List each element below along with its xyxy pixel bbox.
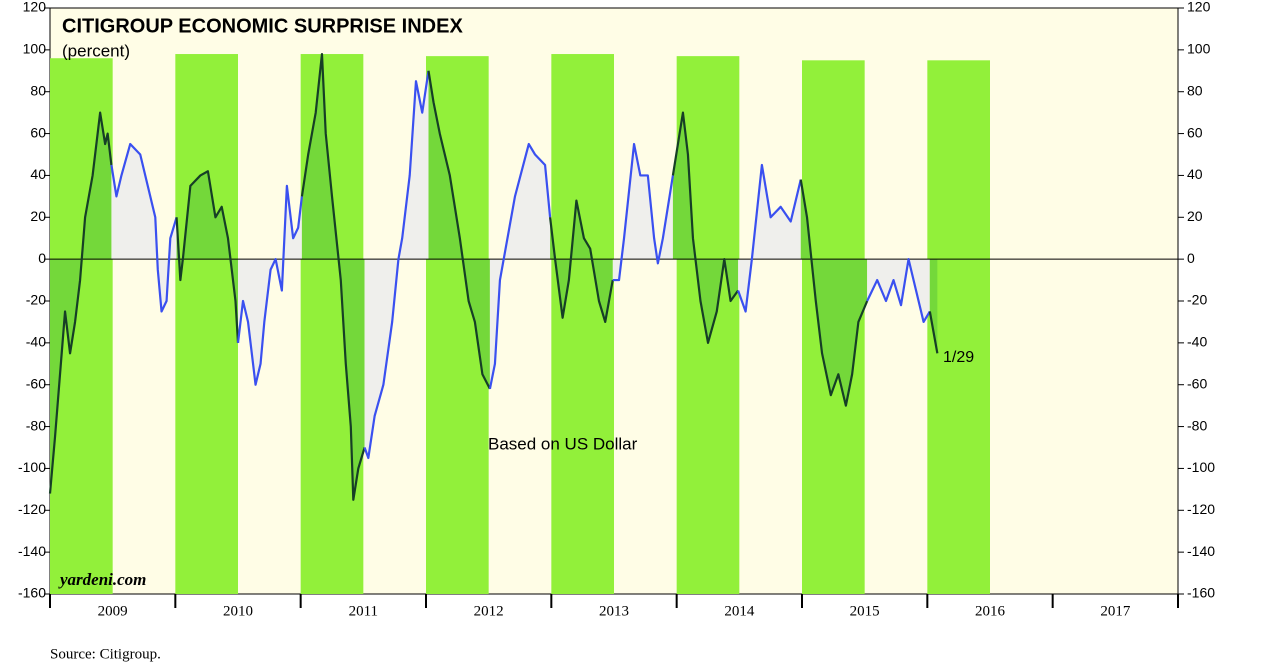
x-tick-label: 2014 [724,603,755,619]
index-line [737,163,802,313]
index-line [928,311,939,354]
y-tick-label: -60 [1187,375,1207,391]
season-band [927,60,990,595]
y-tick-label: 20 [30,208,46,224]
season-band [175,54,238,595]
chart-title: CITIGROUP ECONOMIC SURPRISE INDEX [62,15,463,37]
area-fill [612,144,673,281]
area-fill [50,112,112,494]
y-tick-label: 40 [30,166,46,182]
y-tick-label: 80 [1187,82,1203,98]
y-tick-label: -160 [18,585,46,601]
y-tick-label: -140 [1187,543,1215,559]
annotation: Based on US Dollar [488,434,638,453]
y-tick-label: -120 [1187,501,1215,517]
area-fill [738,164,801,312]
x-tick-label: 2013 [599,603,629,619]
y-tick-label: 40 [1187,166,1203,182]
x-tick-label: 2015 [850,603,880,619]
season-band [551,54,614,595]
y-tick-label: -100 [18,459,46,475]
y-tick-label: 20 [1187,208,1203,224]
x-tick-label: 2011 [349,603,378,619]
y-tick-label: 60 [30,124,46,140]
y-tick-label: -20 [1187,292,1207,308]
index-line [236,184,304,386]
area-fill [867,259,930,322]
area-fill [111,144,177,312]
watermark: yardeni.com [58,570,146,589]
x-tick-label: 2017 [1100,603,1131,619]
y-tick-label: 80 [30,82,46,98]
y-tick-label: -20 [26,292,46,308]
chart-subtitle: (percent) [62,41,130,60]
x-tick-label: 2016 [975,603,1006,619]
index-line [300,52,366,501]
y-tick-label: -160 [1187,585,1215,601]
index-line [866,258,931,324]
index-line [799,179,869,407]
area-fill [550,200,613,322]
y-tick-label: -40 [1187,334,1207,350]
area-fill [428,70,490,389]
area-fill [364,70,429,458]
y-tick-label: 60 [1187,124,1203,140]
x-tick-label: 2010 [223,603,253,619]
index-line [548,199,614,324]
index-line [488,142,552,390]
y-tick-label: -80 [26,417,46,433]
index-line [363,70,430,460]
area-fill [489,144,551,389]
annotation: 1/29 [943,349,974,366]
area-fill [301,54,365,500]
y-tick-label: -80 [1187,417,1207,433]
x-tick-label: 2009 [98,603,128,619]
y-tick-label: 0 [38,250,46,266]
y-tick-label: 0 [1187,250,1195,266]
y-tick-label: -120 [18,501,46,517]
index-line [110,142,178,313]
area-fill [929,259,938,354]
x-tick-label: 2012 [474,603,504,619]
y-tick-label: 120 [23,0,47,15]
index-line [671,111,739,344]
y-tick-label: -60 [26,375,46,391]
index-line [427,70,491,390]
y-tick-label: -40 [26,334,46,350]
area-fill [238,185,302,385]
index-line [48,111,113,494]
y-tick-label: 120 [1187,0,1211,15]
y-tick-label: -140 [18,543,46,559]
y-tick-label: 100 [23,41,47,57]
y-tick-label: -100 [1187,459,1215,475]
source: Source: Citigroup. [50,646,161,662]
index-line [175,170,240,343]
y-tick-label: 100 [1187,41,1211,57]
area-fill [800,179,868,406]
index-line [612,142,674,282]
